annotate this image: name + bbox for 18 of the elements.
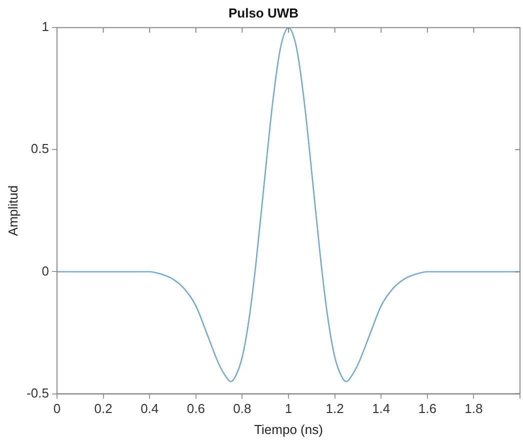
y-tick-label: 0.5 bbox=[30, 141, 49, 156]
x-tick-label: 0 bbox=[53, 401, 61, 416]
x-tick-label: 1.4 bbox=[372, 401, 390, 416]
x-tick-label: 1 bbox=[284, 401, 292, 416]
y-tick-label: 0 bbox=[42, 263, 49, 278]
x-tick-label: 1.2 bbox=[326, 401, 344, 416]
x-tick-label: 0.8 bbox=[233, 401, 252, 416]
x-axis-title: Tiempo (ns) bbox=[254, 422, 323, 437]
x-tick-label: 1.8 bbox=[464, 401, 483, 416]
chart-title: Pulso UWB bbox=[228, 5, 299, 20]
y-axis-title: Amplitud bbox=[5, 185, 20, 236]
x-tick-label: 0.2 bbox=[94, 401, 112, 416]
y-tick-label: 1 bbox=[42, 19, 49, 34]
x-tick-label: 0.4 bbox=[140, 401, 159, 416]
x-tick-label: 1.6 bbox=[418, 401, 436, 416]
y-tick-label: -0.5 bbox=[26, 385, 49, 400]
x-tick-label: 0.6 bbox=[186, 401, 205, 416]
line-series bbox=[57, 28, 520, 382]
